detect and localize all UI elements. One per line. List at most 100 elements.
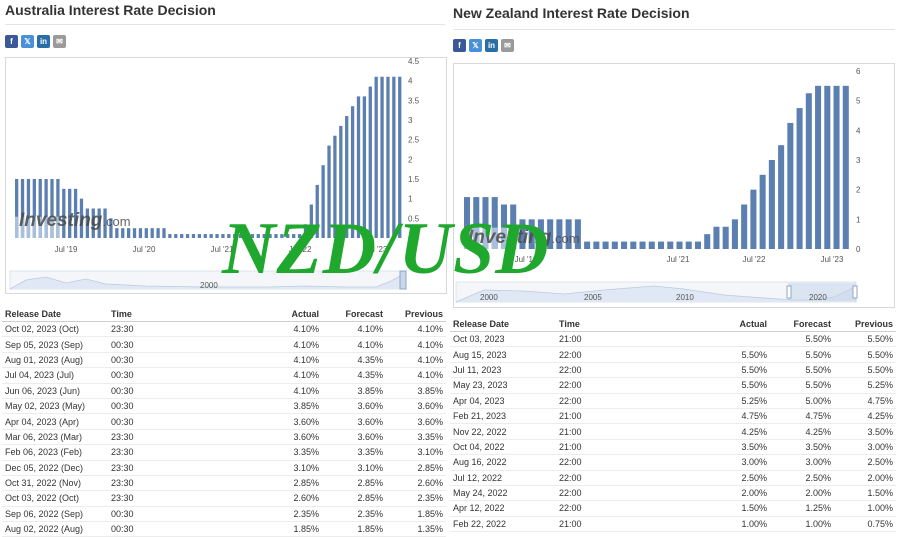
nz-chart[interactable]: 0 1 2 3 4 5 6 Jul '19 Jul '21 Jul '22 Jul '23 200… bbox=[453, 63, 895, 308]
col-forecast[interactable]: Forecast bbox=[322, 307, 386, 322]
chart-bar bbox=[473, 197, 480, 249]
chart-bar bbox=[79, 198, 84, 238]
chart-bar bbox=[713, 226, 720, 249]
chart-bar bbox=[185, 234, 190, 238]
forecast-cell: 3.10% bbox=[322, 460, 386, 476]
chart-bar bbox=[667, 241, 674, 249]
au-x-axis: Jul '19 Jul '20 Jul '21 Jul '22 Jul '23 bbox=[55, 245, 388, 254]
chart-bar-shade bbox=[482, 227, 489, 249]
actual-cell: 4.10% bbox=[258, 367, 322, 384]
chart-bar bbox=[574, 219, 581, 249]
forecast-cell: 5.50% bbox=[770, 346, 834, 363]
y-tick-label: 2 bbox=[408, 155, 413, 164]
chart-bar bbox=[833, 85, 840, 249]
facebook-icon[interactable]: f bbox=[453, 39, 466, 52]
chart-bar bbox=[584, 241, 591, 249]
table-row: Aug 16, 2022 22:00 3.00% 3.00% 2.50% bbox=[450, 454, 896, 471]
chart-bar bbox=[759, 174, 766, 249]
x-tick-label: Jul '22 bbox=[289, 245, 312, 254]
chart-bar bbox=[32, 179, 36, 238]
col-actual[interactable]: Actual bbox=[258, 307, 322, 322]
au-chart[interactable]: 0 0.5 1 1.5 2 2.5 3 3.5 4 4.5 Jul '19 Jul '20 Jul '… bbox=[5, 57, 447, 294]
x-tick-label: Jul '22 bbox=[743, 255, 766, 264]
twitter-icon[interactable]: 𝕏 bbox=[469, 39, 482, 52]
linkedin-icon[interactable]: in bbox=[485, 39, 498, 52]
chart-bar-shade bbox=[20, 216, 25, 238]
chart-bar bbox=[611, 241, 618, 249]
time-cell: 21:00 bbox=[556, 516, 706, 533]
actual-cell bbox=[706, 331, 770, 348]
table-row: Jul 11, 2023 22:00 5.50% 5.50% 5.50% bbox=[450, 362, 896, 379]
forecast-cell: 3.50% bbox=[770, 439, 834, 456]
forecast-cell: 5.50% bbox=[770, 362, 834, 379]
twitter-icon[interactable]: 𝕏 bbox=[21, 35, 34, 48]
chart-bar bbox=[297, 234, 302, 238]
previous-cell: 4.10% bbox=[386, 367, 446, 384]
chart-bar bbox=[778, 145, 785, 249]
y-tick-label: 0 bbox=[408, 234, 413, 243]
col-actual[interactable]: Actual bbox=[706, 317, 770, 332]
chart-bar bbox=[602, 241, 609, 249]
time-cell: 22:00 bbox=[556, 454, 706, 471]
previous-cell: 3.10% bbox=[386, 444, 446, 461]
time-cell: 23:30 bbox=[108, 475, 258, 492]
forecast-cell: 5.50% bbox=[770, 377, 834, 394]
facebook-icon[interactable]: f bbox=[5, 35, 18, 48]
date-cell: Aug 02, 2022 (Aug) bbox=[2, 521, 108, 537]
previous-cell: 0.75% bbox=[834, 516, 896, 533]
au-navigator-tick: 2000 bbox=[200, 281, 218, 290]
chart-bar bbox=[537, 219, 544, 249]
col-release-date[interactable]: Release Date bbox=[450, 317, 556, 332]
previous-cell: 4.10% bbox=[386, 336, 446, 353]
actual-cell: 4.10% bbox=[258, 352, 322, 369]
linkedin-icon[interactable]: in bbox=[37, 35, 50, 48]
nz-navigator-handle-left[interactable] bbox=[786, 285, 792, 299]
actual-cell: 2.50% bbox=[706, 470, 770, 486]
chart-bar bbox=[787, 122, 794, 249]
time-cell: 23:30 bbox=[108, 490, 258, 507]
table-row: May 02, 2023 (May) 00:30 3.85% 3.60% 3.60% bbox=[2, 398, 446, 415]
col-previous[interactable]: Previous bbox=[834, 317, 896, 332]
date-cell: Oct 03, 2023 bbox=[450, 331, 556, 348]
au-chart-svg: 00.511.522.533.544.5 Jul '19 Jul '20 Jul '… bbox=[9, 58, 420, 290]
forecast-cell: 4.25% bbox=[770, 423, 834, 440]
nz-navigator-tick: 2010 bbox=[676, 293, 694, 302]
y-tick-label: 2 bbox=[856, 186, 861, 195]
x-tick-label: Jul '21 bbox=[211, 245, 234, 254]
chart-bar bbox=[38, 179, 42, 238]
col-forecast[interactable]: Forecast bbox=[770, 317, 834, 332]
table-row: Apr 12, 2022 22:00 1.50% 1.25% 1.00% bbox=[450, 500, 896, 517]
col-release-date[interactable]: Release Date bbox=[2, 307, 108, 322]
date-cell: Sep 06, 2022 (Sep) bbox=[2, 506, 108, 523]
col-time[interactable]: Time bbox=[108, 307, 258, 322]
chart-bar-shade bbox=[26, 216, 31, 238]
forecast-cell: 5.50% bbox=[770, 331, 834, 348]
actual-cell: 1.50% bbox=[706, 500, 770, 517]
previous-cell: 3.50% bbox=[834, 423, 896, 440]
forecast-cell: 3.60% bbox=[322, 398, 386, 415]
table-row: Aug 02, 2022 (Aug) 00:30 1.85% 1.85% 1.35% bbox=[2, 521, 446, 537]
date-cell: Oct 04, 2022 bbox=[450, 439, 556, 456]
chart-bar bbox=[292, 234, 296, 238]
time-cell: 23:30 bbox=[108, 321, 258, 338]
table-header-row: Release Date Time Actual Forecast Previo… bbox=[2, 307, 446, 322]
actual-cell: 5.25% bbox=[706, 393, 770, 409]
chart-bar bbox=[464, 197, 471, 249]
email-icon[interactable]: ✉ bbox=[53, 35, 66, 48]
nz-chart-svg: 0 1 2 3 4 5 6 Jul '19 Jul '21 Jul '22 Jul '23 200… bbox=[455, 67, 861, 303]
nz-navigator-window[interactable] bbox=[788, 283, 856, 301]
previous-cell: 4.75% bbox=[834, 393, 896, 409]
table-row: May 24, 2022 22:00 2.00% 2.00% 1.50% bbox=[450, 485, 896, 502]
time-cell: 00:30 bbox=[108, 336, 258, 353]
col-previous[interactable]: Previous bbox=[386, 307, 446, 322]
au-navigator-handle[interactable] bbox=[399, 270, 407, 290]
date-cell: Apr 04, 2023 bbox=[450, 393, 556, 409]
chart-bar bbox=[50, 179, 54, 238]
chart-bar bbox=[386, 76, 390, 238]
chart-bar bbox=[556, 219, 563, 249]
col-time[interactable]: Time bbox=[556, 317, 706, 332]
email-icon[interactable]: ✉ bbox=[501, 39, 514, 52]
date-cell: Mar 06, 2023 (Mar) bbox=[2, 429, 108, 446]
nz-navigator-handle-right[interactable] bbox=[852, 285, 858, 299]
forecast-cell: 3.60% bbox=[322, 413, 386, 430]
